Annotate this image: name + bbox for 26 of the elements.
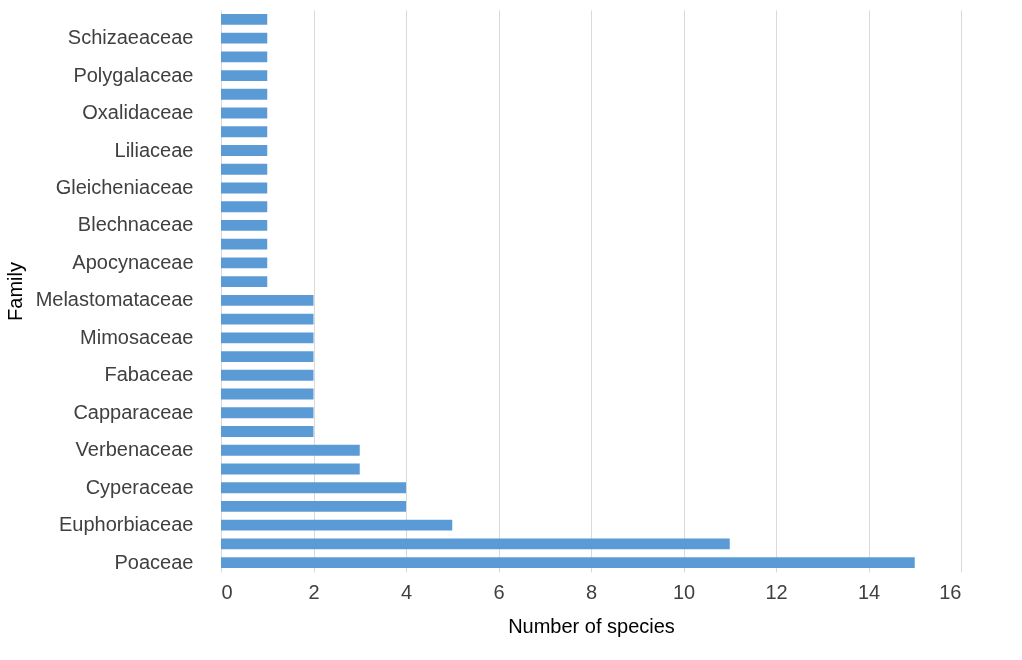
y-tick-label: Capparaceae [73,400,194,423]
y-tick-label: Verbenaceae [75,438,194,461]
y-tick-label: Mimosaceae [80,325,194,348]
y-tick-label: Apocynaceae [72,250,194,273]
y-axis-title: Family [3,262,26,321]
x-axis-title: Number of species [508,614,675,637]
y-tick-label: Cyperaceae [85,475,194,498]
x-tick-label: 8 [585,580,598,603]
y-tick-label: Schizaeaceae [67,26,194,49]
y-tick-label: Polygalaceae [73,63,194,86]
x-tick-label: 4 [400,580,413,603]
y-tick-label: Gleicheniaceae [55,175,194,198]
y-tick-label: Blechnaceae [77,213,194,236]
x-tick-label: 2 [308,580,320,603]
x-tick-label: 12 [765,580,788,603]
x-tick-label: 0 [221,580,233,603]
x-tick-label: 6 [493,580,505,603]
x-tick-label: 10 [672,580,696,603]
y-tick-label: Melastomataceae [35,288,194,311]
y-tick-label: Euphorbiaceae [58,513,194,536]
y-tick-label: Oxalidaceae [82,101,194,124]
y-tick-label: Liliaceae [114,138,194,161]
y-tick-label: Fabaceae [104,363,194,386]
x-tick-label: 14 [857,580,881,603]
y-tick-label: Poaceae [114,550,194,573]
x-tick-label: 16 [939,580,962,603]
